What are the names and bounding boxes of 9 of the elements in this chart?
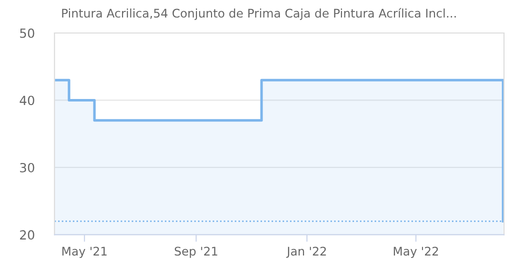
x-tick-label: Jan '22 — [286, 246, 326, 258]
y-tick-label: 20 — [20, 230, 34, 240]
x-tick-label: May '21 — [62, 246, 107, 258]
y-tick-label: 30 — [20, 162, 34, 172]
chart-title: Pintura Acrilica,54 Conjunto de Prima Caja de Pintura Acrílica Incl... — [62, 8, 456, 20]
y-tick-label: 40 — [20, 96, 34, 106]
x-tick-label: Sep '21 — [174, 246, 218, 258]
x-tick-label: May '22 — [394, 246, 438, 258]
y-tick-label: 50 — [20, 28, 34, 38]
